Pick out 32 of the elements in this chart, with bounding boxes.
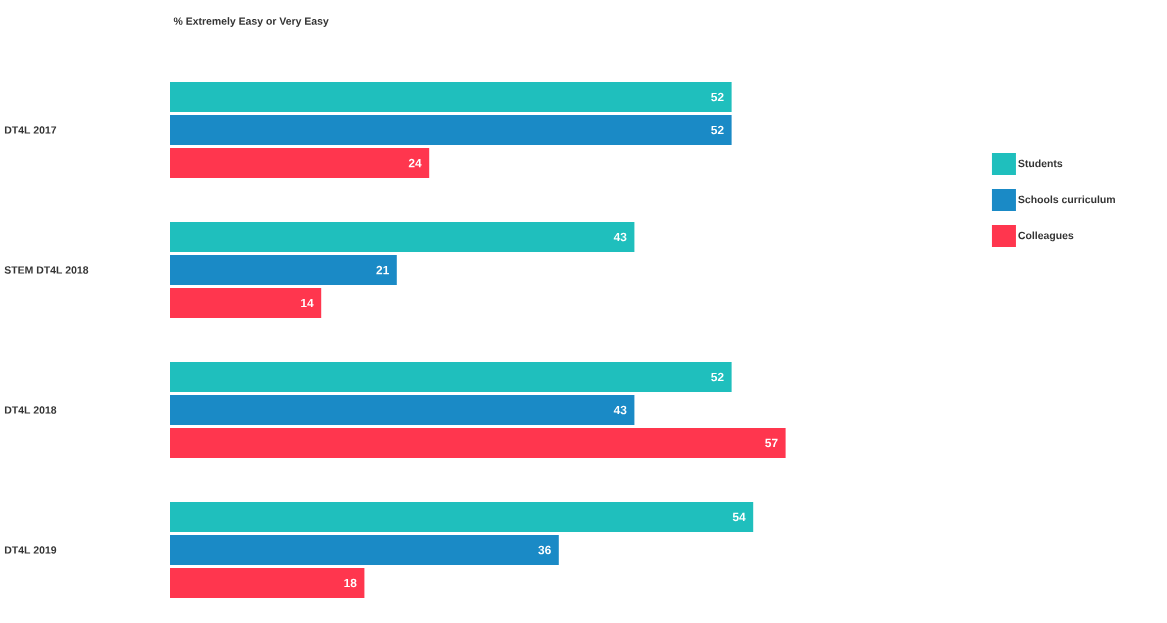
data-label: 24 [408, 158, 422, 168]
y-tick-label: DT4L 2019 [4, 546, 57, 554]
y-tick-label: STEM DT4L 2018 [4, 266, 89, 274]
data-label: 18 [344, 578, 357, 588]
data-label: 21 [376, 265, 389, 275]
bar [170, 362, 732, 392]
bar [170, 148, 430, 178]
bar [170, 222, 635, 252]
bar [170, 502, 754, 532]
data-label: 36 [538, 545, 551, 555]
bar [170, 115, 732, 145]
legend-label: Students [1018, 159, 1063, 168]
legend-label: Schools curriculum [1018, 195, 1115, 204]
data-label: 43 [613, 405, 627, 415]
y-tick-label: DT4L 2017 [4, 126, 57, 134]
data-label: 52 [711, 92, 724, 102]
data-label: 52 [711, 125, 724, 135]
data-label: 43 [613, 232, 627, 242]
data-label: 14 [301, 298, 314, 308]
bar [170, 288, 322, 318]
bar [170, 82, 732, 112]
bar [170, 255, 397, 285]
bar [170, 428, 786, 458]
legend-label: Colleagues [1018, 231, 1074, 242]
data-label: 52 [711, 372, 724, 382]
data-label: 57 [765, 438, 778, 448]
data-label: 54 [732, 512, 746, 522]
bar [170, 535, 559, 565]
y-tick-label: DT4L 2018 [4, 406, 57, 414]
chart-title: % Extremely Easy or Very Easy [173, 17, 329, 27]
bar [170, 395, 635, 425]
bar [170, 568, 365, 598]
